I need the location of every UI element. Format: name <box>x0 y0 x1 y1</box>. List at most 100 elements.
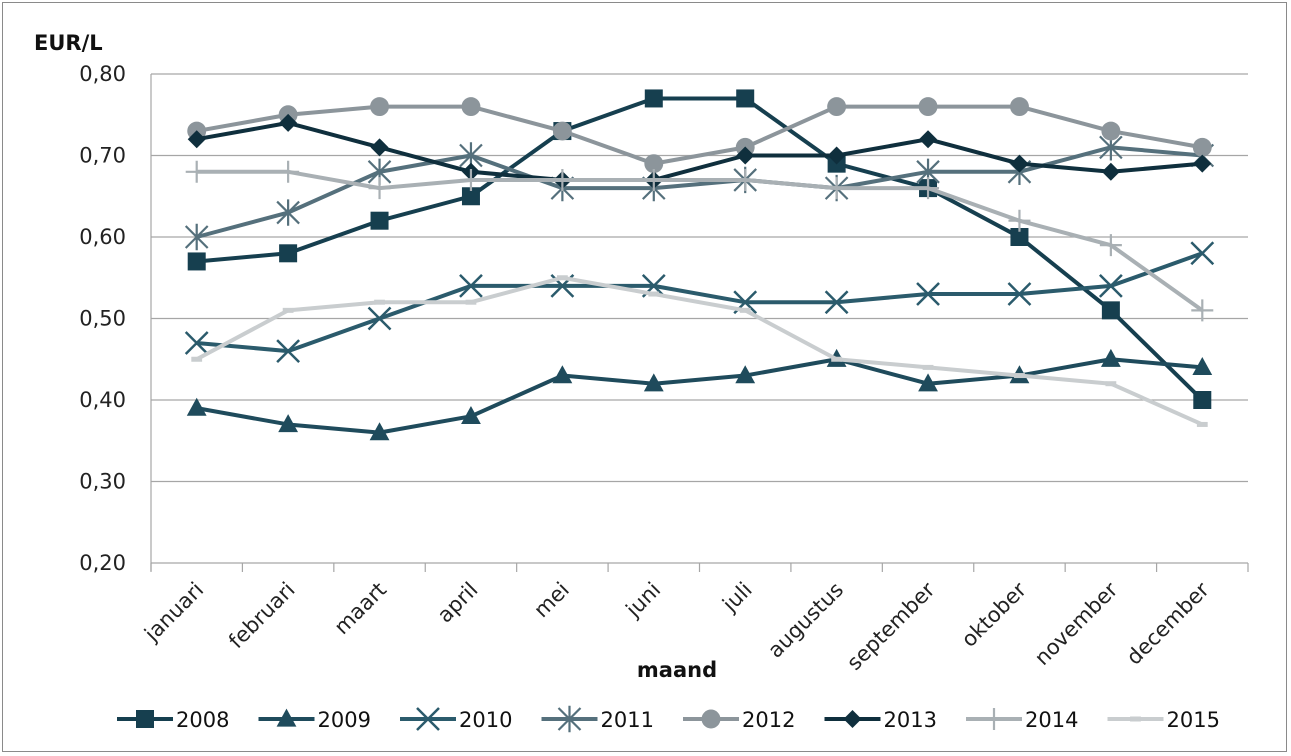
data-point-2009 <box>1192 357 1213 376</box>
data-point-2014 <box>1191 299 1214 322</box>
y-tick-label: 0,80 <box>79 62 126 86</box>
legend-item-2011: 2011 <box>541 705 654 733</box>
legend-marker-triangle <box>276 708 297 727</box>
data-point-2015 <box>1196 421 1208 427</box>
data-point-2010 <box>916 282 940 306</box>
data-point-2015 <box>556 275 568 281</box>
data-point-2008 <box>370 211 389 230</box>
data-point-2015 <box>1014 373 1025 379</box>
series-layer <box>184 89 1215 441</box>
data-point-2013 <box>736 146 755 165</box>
series-line-2013 <box>196 120 1203 182</box>
series-2012 <box>187 97 1212 174</box>
x-tick-label: januari <box>139 578 208 647</box>
data-point-2008 <box>1101 301 1120 320</box>
data-point-2013 <box>827 146 846 165</box>
data-point-2010 <box>184 331 209 355</box>
data-point-2009 <box>735 365 756 384</box>
series-2009 <box>186 348 1213 441</box>
data-point-2014 <box>459 168 482 191</box>
legend-marker-square <box>136 710 154 728</box>
legend-marker-diamond <box>843 710 862 728</box>
data-point-2010 <box>276 339 301 363</box>
data-point-2012 <box>370 97 389 117</box>
data-point-2012 <box>461 97 481 117</box>
data-point-2015 <box>282 307 294 313</box>
legend-marker-plus <box>983 708 1005 730</box>
y-axis-label: EUR/L <box>34 31 103 55</box>
data-point-2009 <box>1100 348 1121 367</box>
data-point-2009 <box>369 422 390 441</box>
data-point-2012 <box>827 97 847 117</box>
x-tick-label: april <box>433 578 483 628</box>
x-tick-label: februari <box>224 578 300 654</box>
legend-label: 2009 <box>318 708 371 732</box>
data-point-2012 <box>1101 121 1121 141</box>
data-point-2011 <box>184 223 209 251</box>
data-point-2014 <box>734 168 757 191</box>
y-tick-label: 0,40 <box>79 388 126 412</box>
series-line-2012 <box>196 104 1203 166</box>
data-point-2015 <box>922 364 934 370</box>
data-point-2012 <box>644 154 664 174</box>
data-point-2009 <box>552 365 573 384</box>
data-point-2010 <box>824 290 849 315</box>
series-line-2011 <box>196 145 1203 239</box>
data-point-2009 <box>186 397 207 416</box>
data-point-2015 <box>191 356 203 362</box>
data-point-2009 <box>461 405 481 424</box>
data-point-2009 <box>918 373 938 392</box>
data-point-2008 <box>187 252 206 271</box>
y-tick-label: 0,50 <box>79 307 126 331</box>
data-point-2015 <box>648 291 660 297</box>
data-point-2010 <box>1007 282 1032 306</box>
data-point-2013 <box>370 138 389 157</box>
data-point-2012 <box>552 121 572 141</box>
series-line-2008 <box>196 96 1204 402</box>
data-point-2012 <box>1192 137 1212 157</box>
legend-label: 2010 <box>459 708 512 732</box>
data-point-2010 <box>1190 241 1215 266</box>
series-2014 <box>185 160 1214 322</box>
gridlines <box>150 73 1249 572</box>
legend-marker-x <box>416 707 440 731</box>
legend-label: 2008 <box>176 708 229 732</box>
data-point-2014 <box>1099 234 1122 257</box>
legend-item-2008: 2008 <box>117 708 229 732</box>
legend-item-2013: 2013 <box>824 708 937 732</box>
data-point-2014 <box>917 177 940 200</box>
y-tick-label: 0,60 <box>79 225 126 249</box>
legend-label: 2011 <box>601 708 654 732</box>
legend-marker-star <box>557 705 582 733</box>
data-point-2014 <box>825 177 848 200</box>
y-tick-label: 0,70 <box>79 144 126 168</box>
legend-label: 2012 <box>742 708 795 732</box>
data-point-2012 <box>918 97 938 117</box>
x-tick-label: november <box>1030 577 1123 670</box>
data-point-2008 <box>736 89 755 108</box>
data-point-2013 <box>1101 162 1120 181</box>
data-point-2008 <box>279 244 298 263</box>
x-tick-label: juli <box>717 578 756 617</box>
data-point-2013 <box>1193 154 1212 173</box>
data-point-2010 <box>459 274 483 298</box>
data-point-2015 <box>739 307 751 313</box>
legend-item-2010: 2010 <box>400 707 512 732</box>
data-point-2015 <box>831 356 843 362</box>
x-tick-label: maart <box>330 578 392 640</box>
legend-marker-circle <box>701 709 721 729</box>
series-2013 <box>187 113 1212 189</box>
data-point-2009 <box>278 414 299 433</box>
series-2015 <box>191 275 1208 427</box>
legend-item-2015: 2015 <box>1107 708 1220 732</box>
legend-label: 2014 <box>1025 708 1078 732</box>
y-tick-label: 0,20 <box>79 551 126 575</box>
data-point-2015 <box>1105 381 1117 387</box>
data-point-2008 <box>644 89 663 108</box>
data-point-2008 <box>1193 391 1212 409</box>
data-point-2013 <box>187 130 206 149</box>
legend: 2008 2009 2010 2011 2012 2013 2014 2015 <box>117 705 1220 733</box>
data-point-2012 <box>1010 97 1029 117</box>
data-point-2010 <box>367 306 392 331</box>
